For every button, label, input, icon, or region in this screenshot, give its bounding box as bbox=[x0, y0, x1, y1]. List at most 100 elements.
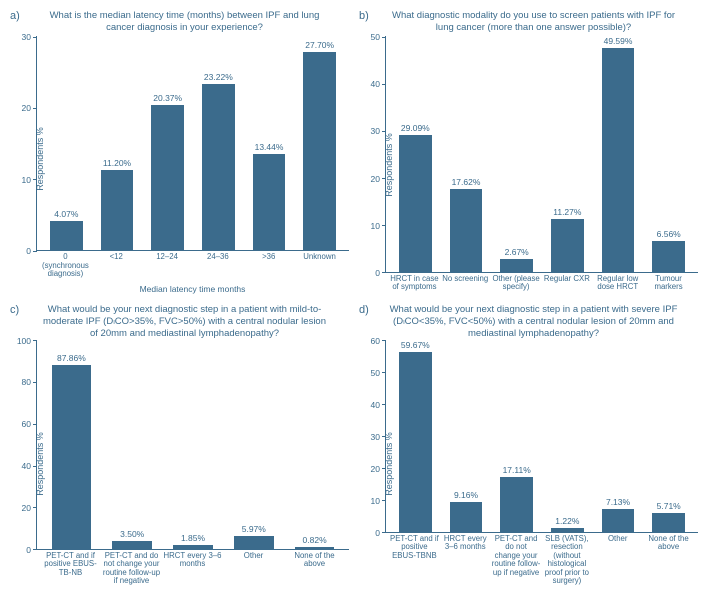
bar-value-label: 6.56% bbox=[657, 229, 681, 239]
y-tick-label: 10 bbox=[362, 221, 380, 231]
bar bbox=[652, 513, 685, 531]
panel-label: a) bbox=[10, 10, 20, 22]
x-axis-title: Median latency time months bbox=[10, 284, 349, 294]
x-label: Other (please specify) bbox=[491, 275, 542, 292]
y-tick: 0 bbox=[382, 272, 698, 273]
bar bbox=[450, 189, 483, 272]
bar-value-label: 1.85% bbox=[181, 533, 205, 543]
x-label: SLB (VATS), resection (without histologi… bbox=[541, 535, 592, 586]
x-label: >36 bbox=[243, 253, 294, 279]
bars-wrapper: 01020304.07%11.20%20.37%23.22%13.44%27.7… bbox=[36, 36, 349, 251]
bar-value-label: 4.07% bbox=[54, 209, 78, 219]
x-label: None of the above bbox=[284, 552, 345, 586]
panel-c: c)What would be your next diagnostic ste… bbox=[10, 302, 349, 588]
y-tick-label: 60 bbox=[13, 419, 31, 429]
bar bbox=[173, 545, 213, 549]
x-label: 0 (synchronous diagnosis) bbox=[40, 253, 91, 279]
bar-column: 59.67% bbox=[390, 340, 441, 532]
x-label: None of the above bbox=[643, 535, 694, 586]
x-label: PET-CT and do not change your routine fo… bbox=[101, 552, 162, 586]
x-label: Tumour markers bbox=[643, 275, 694, 292]
x-label: <12 bbox=[91, 253, 142, 279]
bar-column: 13.44% bbox=[244, 36, 295, 250]
bar-value-label: 9.16% bbox=[454, 490, 478, 500]
chart-area: Respondents %0102030405029.09%17.62%2.67… bbox=[359, 36, 698, 294]
y-tick-label: 60 bbox=[362, 336, 380, 346]
bar-value-label: 49.59% bbox=[604, 36, 633, 46]
bar-value-label: 0.82% bbox=[303, 535, 327, 545]
panel-a: a)What is the median latency time (month… bbox=[10, 8, 349, 294]
y-tick-label: 80 bbox=[13, 377, 31, 387]
bar-column: 20.37% bbox=[142, 36, 193, 250]
bars: 87.86% 3.50% 1.85% 5.97% 0.82% bbox=[37, 340, 349, 549]
bar-column: 11.27% bbox=[542, 36, 593, 272]
bar-column: 6.56% bbox=[643, 36, 694, 272]
bar-column: 1.22% bbox=[542, 340, 593, 532]
bars: 59.67%9.16%17.11%1.22%7.13%5.71% bbox=[386, 340, 698, 532]
x-label: No screening bbox=[440, 275, 491, 292]
chart-area: Respondents %01020304.07%11.20%20.37%23.… bbox=[10, 36, 349, 281]
bar bbox=[551, 219, 584, 272]
y-tick-label: 10 bbox=[362, 496, 380, 506]
bar-value-label: 17.62% bbox=[452, 177, 481, 187]
y-tick: 0 bbox=[33, 250, 349, 251]
chart-grid: a)What is the median latency time (month… bbox=[10, 8, 698, 588]
x-label: Regular CXR bbox=[541, 275, 592, 292]
y-tick-label: 0 bbox=[13, 246, 31, 256]
y-tick-label: 0 bbox=[362, 528, 380, 538]
y-tick-label: 30 bbox=[362, 126, 380, 136]
y-tick-label: 0 bbox=[362, 268, 380, 278]
y-tick-label: 20 bbox=[13, 503, 31, 513]
bar-column: 17.11% bbox=[491, 340, 542, 532]
x-label: Unknown bbox=[294, 253, 345, 279]
x-label: HRCT every 3–6 months bbox=[440, 535, 491, 586]
bar bbox=[399, 352, 432, 532]
chart-area: Respondents %010203040506059.67%9.16%17.… bbox=[359, 340, 698, 588]
bar bbox=[652, 241, 685, 272]
bar-column: 3.50% bbox=[102, 340, 163, 549]
bar-column: 17.62% bbox=[441, 36, 492, 272]
bar-value-label: 29.09% bbox=[401, 123, 430, 133]
y-tick: 0 bbox=[33, 549, 349, 550]
panel-title: What would be your next diagnostic step … bbox=[359, 302, 698, 340]
bar-value-label: 5.97% bbox=[242, 524, 266, 534]
bars-wrapper: 010203040506059.67%9.16%17.11%1.22%7.13%… bbox=[385, 340, 698, 533]
x-label: 24–36 bbox=[192, 253, 243, 279]
bar-value-label: 11.27% bbox=[553, 207, 581, 217]
panel-label: d) bbox=[359, 304, 369, 316]
bar-column: 1.85% bbox=[163, 340, 224, 549]
bar-value-label: 20.37% bbox=[153, 93, 182, 103]
y-tick-label: 40 bbox=[362, 400, 380, 410]
bar bbox=[602, 48, 635, 272]
y-tick-label: 20 bbox=[362, 464, 380, 474]
panel-title: What would be your next diagnostic step … bbox=[10, 302, 349, 340]
panel-title: What is the median latency time (months)… bbox=[10, 8, 349, 36]
bar-column: 0.82% bbox=[284, 340, 345, 549]
bar-value-label: 27.70% bbox=[305, 40, 334, 50]
bar-column: 27.70% bbox=[294, 36, 345, 250]
panel-title: What diagnostic modality do you use to s… bbox=[359, 8, 698, 36]
bar-value-label: 87.86% bbox=[57, 353, 86, 363]
bar bbox=[151, 105, 184, 251]
x-label: PET-CT and if positive EBUS-TB-NB bbox=[40, 552, 101, 586]
x-label: Regular low dose HRCT bbox=[592, 275, 643, 292]
bar bbox=[234, 536, 274, 548]
bars-wrapper: 0102030405029.09%17.62%2.67%11.27%49.59%… bbox=[385, 36, 698, 273]
bar-column: 87.86% bbox=[41, 340, 102, 549]
panel-d: d)What would be your next diagnostic ste… bbox=[359, 302, 698, 588]
y-tick-label: 50 bbox=[362, 32, 380, 42]
y-tick-label: 50 bbox=[362, 368, 380, 378]
bar-column: 23.22% bbox=[193, 36, 244, 250]
bar-value-label: 2.67% bbox=[505, 247, 529, 257]
plot: 010203040506059.67%9.16%17.11%1.22%7.13%… bbox=[385, 340, 698, 586]
bars: 29.09% 17.62% 2.67% 11.27% 49.59% 6.56% bbox=[386, 36, 698, 272]
bar-value-label: 11.20% bbox=[103, 158, 131, 168]
bar-value-label: 13.44% bbox=[255, 142, 284, 152]
x-label: HRCT every 3–6 months bbox=[162, 552, 223, 586]
panel-label: b) bbox=[359, 10, 369, 22]
x-label: Other bbox=[592, 535, 643, 586]
bars-wrapper: 02040608010087.86%3.50%1.85%5.97%0.82% bbox=[36, 340, 349, 550]
chart-area: Respondents %02040608010087.86%3.50%1.85… bbox=[10, 340, 349, 588]
bar bbox=[602, 509, 635, 532]
bar bbox=[50, 221, 83, 250]
